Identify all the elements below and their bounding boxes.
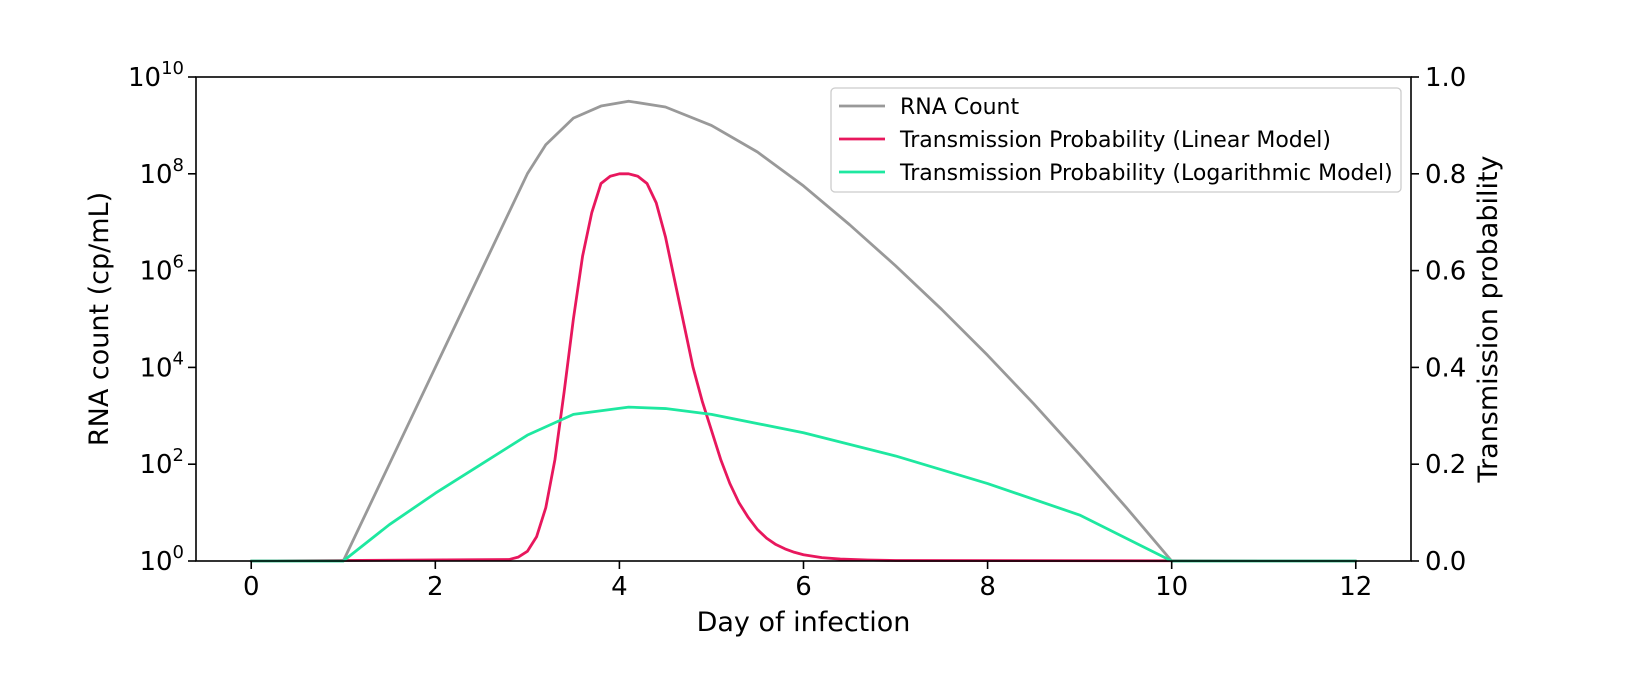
y-right-tick-label: 0.0 [1425,547,1466,577]
x-tick-label: 2 [427,572,444,602]
y-axis-left-title: RNA count (cp/mL) [84,192,115,446]
x-tick-label: 0 [243,572,260,602]
y-right-tick-label: 0.2 [1425,450,1466,480]
y-left-tick-label: 100 [139,542,184,577]
legend-entry-rna-count: RNA Count [900,95,1019,120]
y-right-tick-label: 1.0 [1425,63,1466,93]
y-right-tick-label: 0.6 [1425,257,1466,287]
x-axis-title: Day of infection [697,607,911,638]
legend: RNA Count Transmission Probability (Line… [830,87,1402,193]
series-layer [249,99,1358,563]
series-line-rna-count [249,99,1358,563]
y-right-tick-label: 0.8 [1425,160,1466,190]
y-axis-left: 100 102 104 106 108 1010 [128,58,196,577]
x-tick-label: 10 [1155,572,1188,602]
legend-entry-logarithmic-model: Transmission Probability (Logarithmic Mo… [899,161,1393,186]
x-axis: 0 2 4 6 8 10 12 [243,561,1372,602]
y-right-tick-label: 0.4 [1425,353,1466,383]
legend-entry-linear-model: Transmission Probability (Linear Model) [899,128,1331,153]
series-line-logarithmic-model [249,405,1358,563]
x-tick-label: 12 [1339,572,1372,602]
y-axis-right: 0.0 0.2 0.4 0.6 0.8 1.0 [1411,63,1466,577]
y-left-tick-label: 104 [139,348,184,383]
y-left-tick-label: 102 [139,445,184,480]
series-line-linear-model [249,172,1358,563]
x-tick-label: 6 [795,572,812,602]
y-left-tick-label: 106 [139,252,184,287]
y-left-tick-label: 1010 [128,58,184,93]
y-left-tick-label: 108 [139,155,184,190]
x-tick-label: 4 [611,572,628,602]
x-tick-label: 8 [979,572,996,602]
y-axis-right-title: Transmission probability [1473,155,1504,483]
legend-box [830,87,1402,193]
